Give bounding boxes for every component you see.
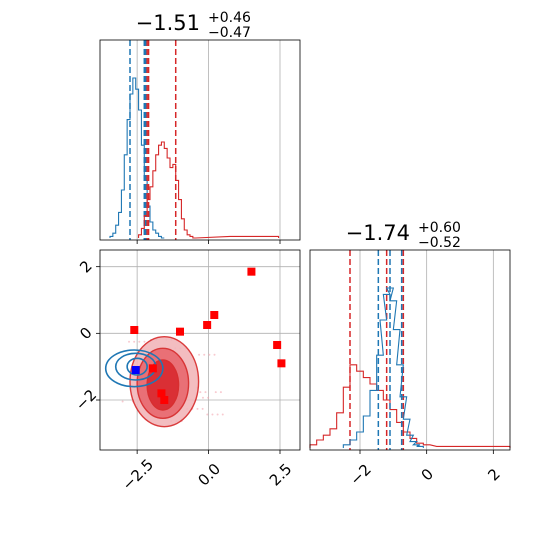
top-panel-title-sub: −0.47 (208, 25, 251, 41)
sample-dot (196, 407, 199, 410)
sample-dot (198, 353, 201, 356)
panel-frame (99, 39, 301, 241)
right-panel-title-sup: +0.60 (418, 220, 461, 236)
sample-dot (213, 353, 216, 356)
sample-dot (203, 353, 206, 356)
red-square-marker (247, 267, 256, 276)
sample-dot (219, 391, 222, 394)
y-tick-label: −2 (72, 386, 100, 414)
sample-dot (143, 340, 146, 343)
red-square-marker (203, 321, 212, 329)
x-tick-label: 2 (484, 465, 503, 484)
blue-contour (126, 357, 148, 376)
sample-dot (216, 413, 219, 416)
sample-dot (128, 340, 131, 343)
red-square-marker (210, 311, 219, 319)
sample-dot (133, 340, 136, 343)
right-panel-title: −1.74 (346, 221, 410, 245)
red-square-marker (130, 326, 139, 334)
histogram-step (138, 141, 280, 239)
panel-frame (99, 249, 301, 451)
x-tick-label: 0.0 (194, 460, 224, 490)
sample-dot (201, 407, 204, 410)
histogram-step (109, 77, 165, 239)
histogram-step (342, 287, 424, 448)
x-tick-label: 0 (418, 465, 437, 484)
right-panel-title-sub: −0.52 (418, 235, 461, 251)
red-square-marker (160, 396, 169, 404)
y-tick-label: 0 (76, 324, 95, 343)
sample-dot (138, 340, 141, 343)
sample-dot (199, 391, 202, 394)
red-square-marker (148, 364, 157, 373)
x-tick-label: −2 (347, 461, 375, 489)
joint-scatter-panel: −2.5 0.0 2.5 −2 0 2 (72, 249, 301, 494)
sample-dot (211, 413, 214, 416)
x-tick-label: 2.5 (266, 460, 296, 490)
top-panel-title: −1.51 (136, 11, 200, 35)
blue-square-marker (131, 366, 140, 374)
y-tick-label: 2 (76, 257, 95, 276)
red-square-marker (176, 327, 184, 336)
top-marginal-panel (99, 39, 301, 244)
blue-contour (104, 349, 164, 388)
right-marginal-panel: −2 0 2 (309, 249, 511, 489)
sample-dot (121, 400, 124, 403)
sample-dot (204, 391, 207, 394)
red-square-marker (277, 359, 286, 368)
sample-dot (206, 413, 209, 416)
sample-dot (214, 391, 217, 394)
red-square-marker (273, 341, 282, 349)
sample-dot (201, 396, 204, 399)
sample-dot (208, 353, 211, 356)
panel-frame (309, 249, 511, 451)
sample-dot (207, 396, 210, 399)
top-panel-title-sup: +0.46 (208, 10, 251, 26)
red-square-marker (157, 389, 166, 398)
x-tick-label: −2.5 (119, 455, 157, 493)
sample-dot (221, 413, 224, 416)
